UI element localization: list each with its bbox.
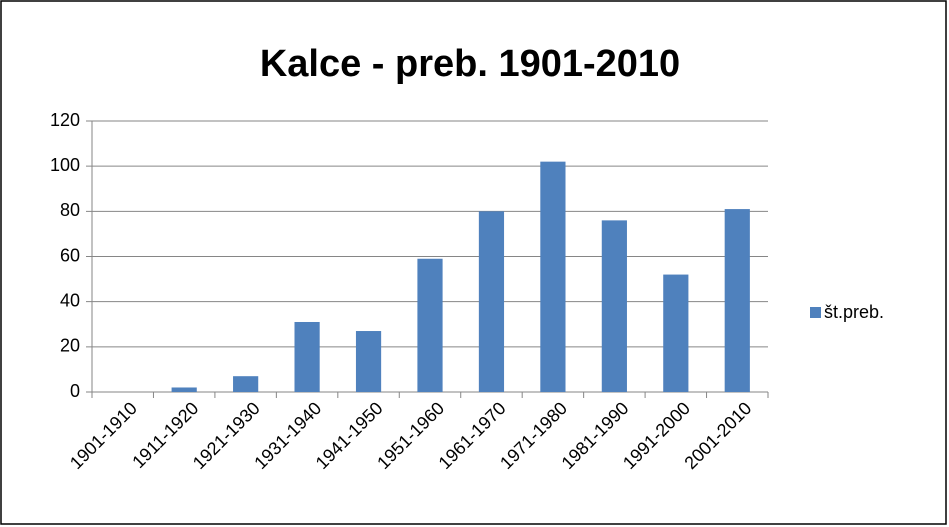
y-tick-label: 0 (70, 381, 80, 401)
y-tick-label: 20 (60, 336, 80, 356)
chart-title: Kalce - preb. 1901-2010 (260, 43, 680, 85)
bar (540, 161, 566, 392)
y-tick-label: 120 (50, 110, 80, 130)
bar (724, 209, 750, 392)
y-tick-label: 80 (60, 200, 80, 220)
y-tick-label: 60 (60, 245, 80, 265)
legend-label: št.preb. (824, 302, 884, 322)
bar (478, 211, 505, 392)
bar (417, 258, 443, 392)
bar (171, 387, 197, 392)
bar (233, 376, 259, 392)
bar (294, 321, 320, 392)
y-tick-label: 40 (60, 290, 80, 310)
bar (355, 331, 382, 392)
y-tick-label: 100 (50, 155, 80, 175)
bar (663, 274, 689, 392)
bar (601, 220, 627, 392)
legend-swatch (810, 307, 821, 318)
